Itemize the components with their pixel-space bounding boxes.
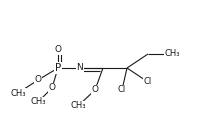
Text: CH₃: CH₃ <box>70 101 86 110</box>
Text: N: N <box>77 64 83 72</box>
Text: Cl: Cl <box>144 78 152 86</box>
Text: O: O <box>48 84 56 92</box>
Text: P: P <box>55 63 61 73</box>
Text: CH₃: CH₃ <box>30 98 46 106</box>
Text: O: O <box>34 75 42 84</box>
Text: CH₃: CH₃ <box>70 101 86 110</box>
Text: P: P <box>55 63 61 73</box>
Text: CH₃: CH₃ <box>164 50 180 58</box>
Text: CH₃: CH₃ <box>10 89 26 98</box>
Text: Cl: Cl <box>118 86 126 95</box>
Text: O: O <box>55 46 61 55</box>
Text: N: N <box>77 64 83 72</box>
Text: O: O <box>48 84 56 92</box>
Text: O: O <box>91 86 98 95</box>
Text: CH₃: CH₃ <box>164 50 180 58</box>
Text: Cl: Cl <box>144 78 152 86</box>
Text: CH₃: CH₃ <box>30 98 46 106</box>
Text: O: O <box>55 46 61 55</box>
Text: CH₃: CH₃ <box>10 89 26 98</box>
Text: O: O <box>91 86 98 95</box>
Text: O: O <box>34 75 42 84</box>
Text: Cl: Cl <box>118 86 126 95</box>
